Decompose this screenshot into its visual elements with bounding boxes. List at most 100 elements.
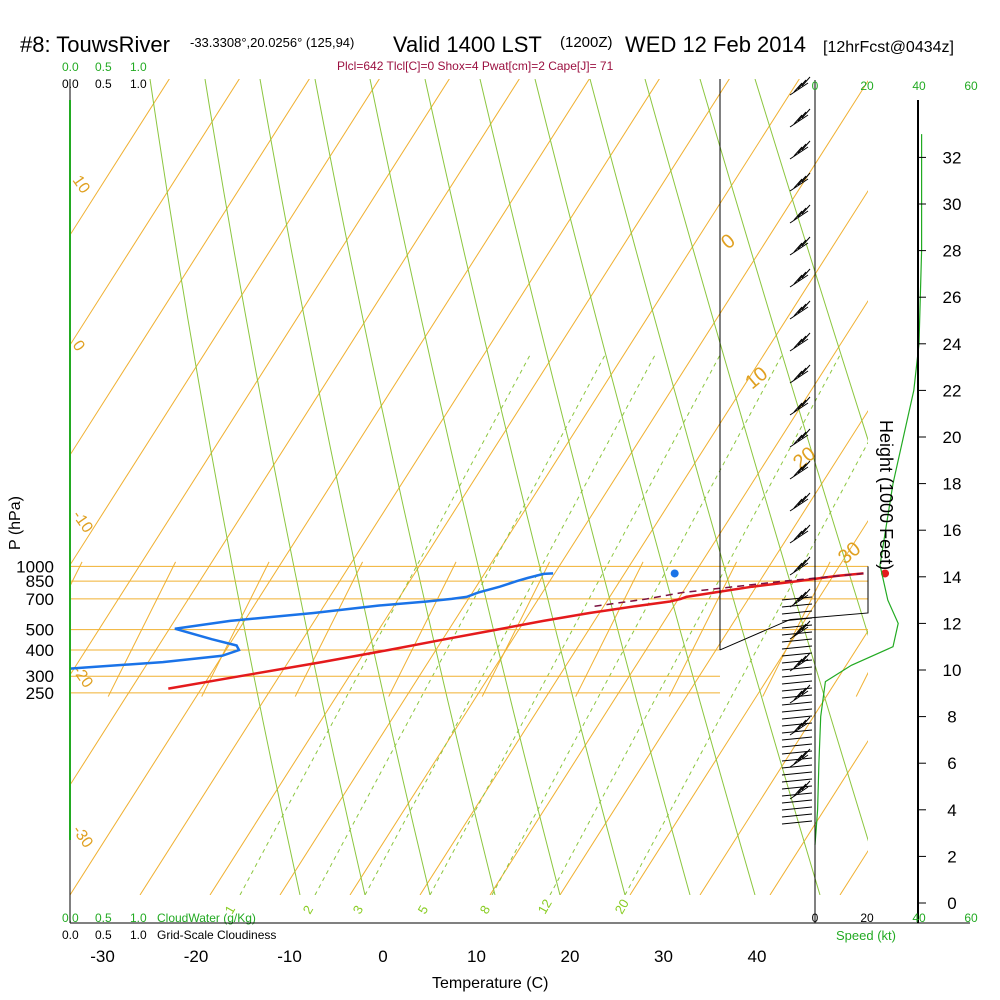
wind-barb bbox=[789, 370, 809, 384]
moist-adiabat-line bbox=[149, 79, 301, 895]
wind-barb bbox=[781, 799, 813, 804]
mixing-ratio-label: 5 bbox=[415, 903, 432, 917]
pressure-tick-label: 850 bbox=[26, 572, 54, 591]
wind-barb bbox=[789, 466, 809, 480]
wind-barb-flag bbox=[793, 242, 803, 253]
wind-barb-flag bbox=[797, 527, 807, 538]
cloudiness-label: Grid-Scale Cloudiness bbox=[157, 928, 276, 942]
wind-barb bbox=[781, 638, 813, 643]
dry-adiabat-line bbox=[559, 410, 868, 895]
speed-tick-top: 0 bbox=[812, 79, 819, 93]
wind-barb-flag bbox=[801, 428, 811, 439]
wind-barb bbox=[789, 562, 809, 576]
temperature-tick-label: 10 bbox=[467, 947, 486, 966]
dry-adiabat-line bbox=[70, 79, 590, 895]
grid-layer bbox=[70, 79, 868, 895]
moist-adiabat-line bbox=[204, 79, 366, 895]
wind-barb-flag bbox=[801, 332, 811, 343]
speed-tick-bottom: 20 bbox=[860, 911, 874, 925]
wind-barb bbox=[789, 306, 809, 320]
height-tick-label: 24 bbox=[943, 335, 962, 354]
wind-barb bbox=[781, 694, 813, 699]
wind-barb-flag bbox=[801, 460, 811, 471]
mixing-ratio-line bbox=[491, 354, 783, 895]
wind-barb-flag bbox=[797, 687, 807, 698]
wind-barb bbox=[781, 652, 813, 657]
wind-barb-flag bbox=[801, 780, 811, 791]
wind-barb-flag bbox=[801, 76, 811, 87]
speed-tick-top: 40 bbox=[912, 79, 926, 93]
wind-barb bbox=[781, 715, 813, 720]
wind-barb-flag bbox=[801, 684, 811, 695]
wind-barb bbox=[781, 631, 813, 636]
wind-barb bbox=[781, 610, 813, 615]
wind-barb bbox=[781, 771, 813, 776]
mixing-ratio-line bbox=[314, 354, 606, 895]
speed-tick-bottom: 0 bbox=[812, 911, 819, 925]
cloud-tick-top-green-0: 0.0 bbox=[62, 60, 79, 74]
wind-barb-flag bbox=[801, 588, 811, 599]
cloud-tick-bottom-green-1: 0.5 bbox=[95, 911, 112, 925]
cloud-scale-top: 0.0 0.5 1.0 0.0 0.5 1.0 bbox=[62, 60, 147, 91]
dry-adiabat-line bbox=[279, 79, 800, 895]
wind-barb bbox=[781, 736, 813, 741]
valid-date: WED 12 Feb 2014 bbox=[625, 32, 806, 57]
wind-barb-flag bbox=[801, 172, 811, 183]
wind-barb-flag bbox=[801, 748, 811, 759]
height-tick-label: 18 bbox=[943, 475, 962, 494]
dry-adiabat-line bbox=[629, 520, 868, 895]
height-tick-label: 28 bbox=[943, 242, 962, 261]
wind-barb-flag bbox=[801, 492, 811, 503]
wind-barb-flag bbox=[793, 338, 803, 349]
mixing-ratio-line bbox=[429, 354, 721, 895]
wind-barb-flag bbox=[801, 108, 811, 119]
wind-barb bbox=[789, 690, 809, 704]
pressure-tick-label: 500 bbox=[26, 621, 54, 640]
mixing-ratio-line bbox=[239, 354, 531, 895]
sounding-params: Plcl=642 Tlcl[C]=0 Shox=4 Pwat[cm]=2 Cap… bbox=[337, 59, 614, 73]
mixing-ratio-line bbox=[624, 441, 868, 895]
wind-barb-flag bbox=[793, 82, 803, 93]
wind-barb bbox=[781, 687, 813, 692]
pressure-tick-label: 250 bbox=[26, 684, 54, 703]
wind-barb-flag bbox=[793, 594, 803, 605]
wind-barb-flag bbox=[797, 495, 807, 506]
dry-adiabat-line bbox=[70, 79, 450, 676]
wind-barb-flag bbox=[793, 530, 803, 541]
wind-barb-flag bbox=[793, 562, 803, 573]
wind-barb bbox=[781, 806, 813, 811]
mixing-ratio-label: 2 bbox=[300, 903, 317, 917]
dry-adiabat-line bbox=[139, 79, 660, 895]
temperature-tick-label: 40 bbox=[748, 947, 767, 966]
mixing-ratio-line bbox=[364, 354, 656, 895]
wind-barb-flag bbox=[801, 204, 811, 215]
moist-adiabat-line bbox=[589, 79, 821, 895]
wind-barb-flag bbox=[793, 498, 803, 509]
y-axis-title: P (hPa) bbox=[7, 496, 24, 550]
wind-barb bbox=[789, 82, 809, 96]
wind-barb-flag bbox=[793, 658, 803, 669]
wind-barb bbox=[781, 757, 813, 762]
cloud-tick-bottom-green-2: 1.0 bbox=[130, 911, 147, 925]
utc-time: (1200Z) bbox=[560, 34, 613, 51]
valid-time: Valid 1400 LST bbox=[393, 32, 542, 57]
wind-barb bbox=[789, 434, 809, 448]
wind-barb bbox=[781, 764, 813, 769]
wind-barb-flag bbox=[801, 716, 811, 727]
wind-speed-profile bbox=[814, 134, 923, 845]
wind-barb bbox=[781, 743, 813, 748]
dewpoint-line bbox=[70, 572, 554, 670]
temperature-tick-label: 0 bbox=[378, 947, 387, 966]
wind-barb bbox=[789, 722, 809, 736]
x-axis-title: Temperature (C) bbox=[432, 975, 548, 992]
wind-barb-flag bbox=[801, 268, 811, 279]
wind-barb bbox=[781, 729, 813, 734]
wind-barb-flag bbox=[801, 236, 811, 247]
cloud-tick-bottom-black-0: 0.0 bbox=[62, 928, 79, 942]
wind-barb bbox=[781, 722, 813, 727]
dewpoint-surface-point bbox=[670, 569, 679, 578]
dry-adiabat-line bbox=[419, 190, 868, 895]
moist-adiabat-line bbox=[699, 79, 868, 637]
wind-barb-flag bbox=[801, 524, 811, 535]
